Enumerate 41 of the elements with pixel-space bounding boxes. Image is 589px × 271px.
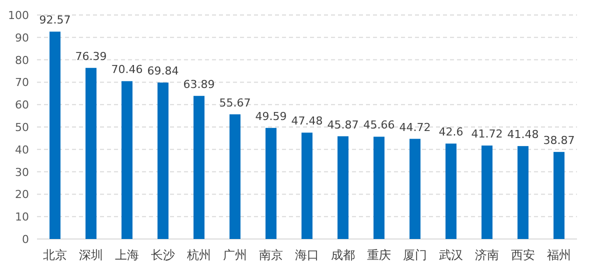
data-label: 38.87 [543,134,575,147]
data-label: 45.87 [327,118,359,132]
x-tick-label: 深圳 [79,248,103,262]
x-tick-label: 厦门 [403,248,427,262]
x-tick-label: 成都 [331,248,355,262]
data-label: 69.84 [147,64,179,78]
x-tick-label: 武汉 [439,248,463,262]
data-label: 41.72 [471,128,503,141]
x-tick-label: 广州 [223,248,247,262]
y-tick-label: 80 [15,54,29,67]
data-label: 44.72 [399,120,431,134]
data-label: 41.48 [507,128,539,142]
x-tick-label: 上海 [115,248,139,262]
y-tick-label: 40 [15,143,29,156]
x-tick-label: 北京 [43,248,67,262]
data-label: 63.89 [183,78,215,91]
data-label: 70.46 [111,63,143,76]
data-label: 47.48 [291,114,323,128]
data-label: 42.6 [438,126,464,139]
x-tick-label: 重庆 [367,248,391,262]
y-tick-label: 70 [15,76,29,90]
x-tick-label: 南京 [259,248,283,262]
y-tick-label: 0 [22,233,29,246]
y-tick-label: 90 [15,31,29,44]
data-label: 55.67 [219,96,251,110]
y-tick-label: 100 [8,9,29,22]
data-label: 92.57 [39,14,71,27]
x-tick-label: 长沙 [151,248,175,262]
x-tick-label: 福州 [547,248,571,262]
y-tick-label: 50 [15,121,29,134]
y-tick-label: 20 [15,188,29,202]
y-tick-label: 30 [15,166,29,179]
x-tick-label: 杭州 [186,248,211,262]
x-tick-label: 海口 [295,248,319,262]
data-label: 76.39 [75,50,107,63]
data-label: 49.59 [255,110,287,123]
data-label: 45.66 [363,118,395,132]
y-tick-label: 60 [15,98,29,112]
y-tick-label: 10 [15,210,29,224]
x-tick-label: 济南 [475,248,499,262]
x-tick-label: 西安 [511,248,535,262]
